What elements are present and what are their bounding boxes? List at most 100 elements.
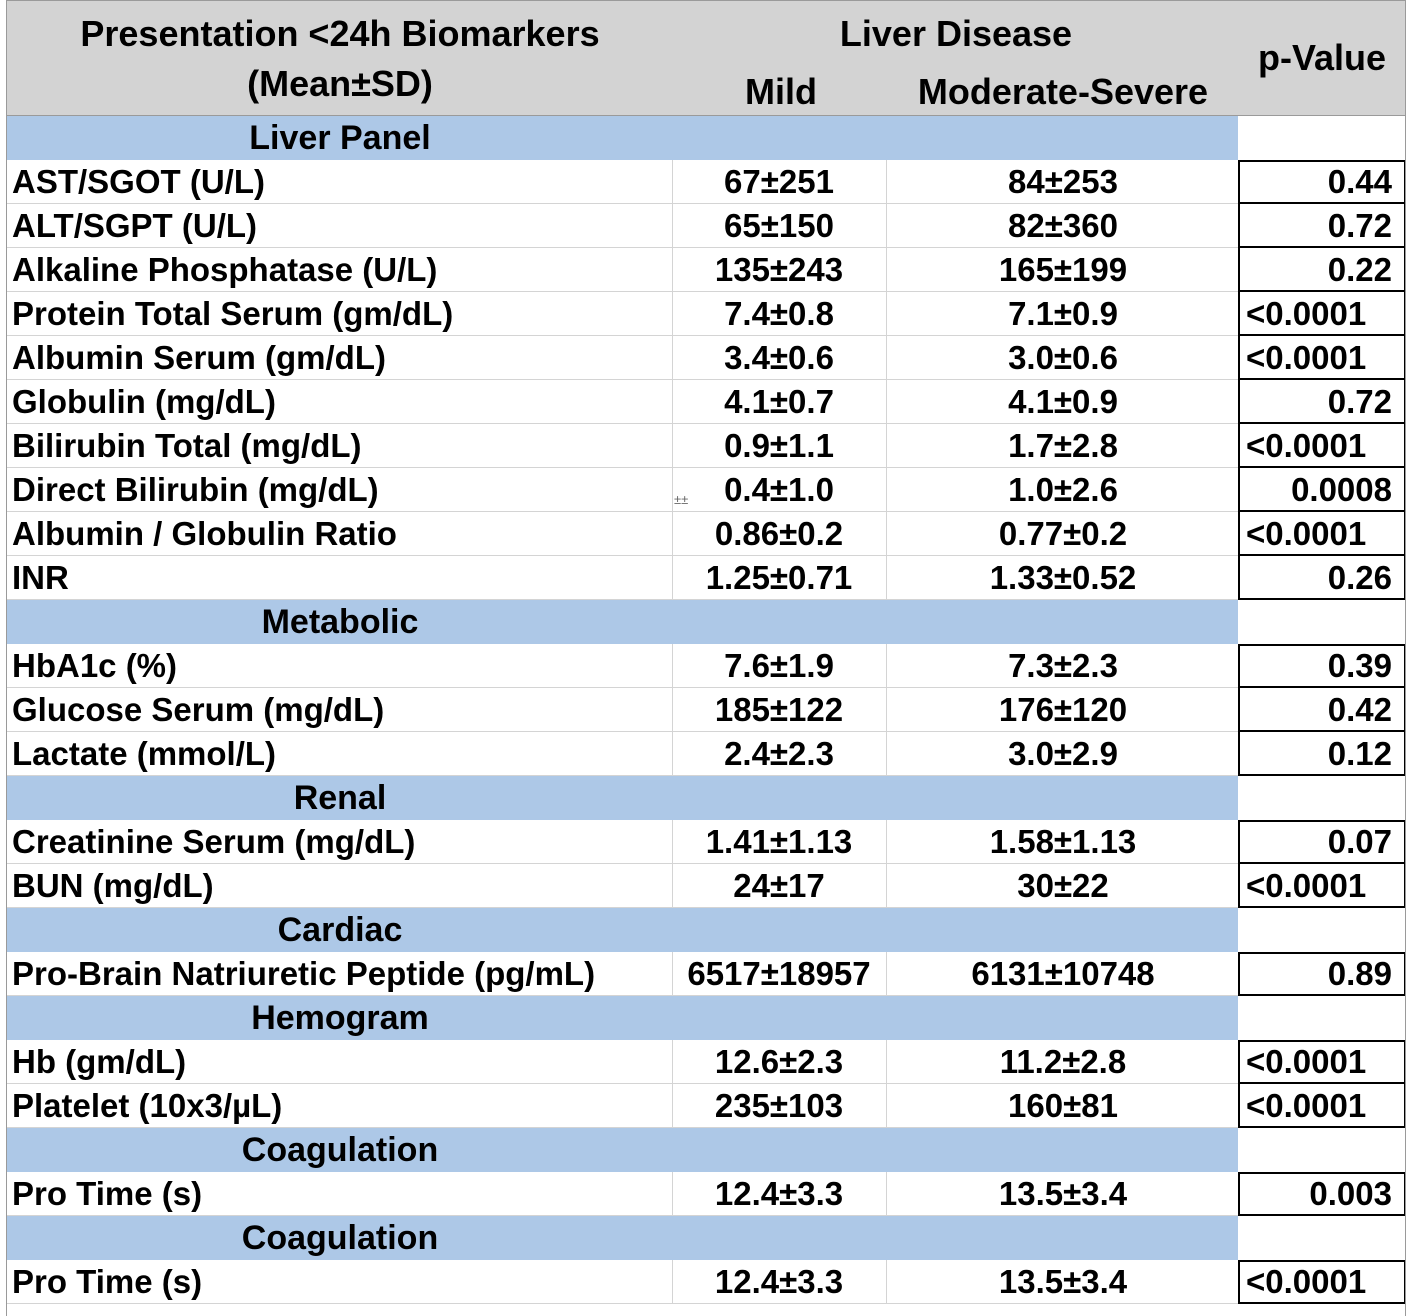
section-label: Cardiac: [277, 911, 403, 949]
p-value: 0.89: [1327, 955, 1392, 992]
row-label: HbA1c (%): [12, 647, 178, 684]
p-value: 0.42: [1327, 691, 1392, 728]
mild-value: 12.6±2.3: [714, 1043, 844, 1080]
p-value: <0.0001: [1246, 515, 1367, 552]
row-gridline: [6, 1127, 1238, 1128]
row-gridline: [6, 995, 1238, 996]
section-label: Metabolic: [261, 603, 419, 641]
column-gridline: [886, 292, 887, 336]
row-label: AST/SGOT (U/L): [12, 163, 265, 200]
row-gridline: [6, 555, 1238, 556]
column-gridline: [886, 1172, 887, 1216]
moderate-severe-value: 30±22: [1017, 867, 1109, 904]
row-gridline: [6, 203, 1238, 204]
row-label: Albumin Serum (gm/dL): [12, 339, 386, 376]
mild-value: 2.4±2.3: [724, 735, 834, 772]
column-gridline: [672, 952, 673, 996]
row-gridline: [6, 291, 1238, 292]
section-label: Coagulation: [241, 1131, 439, 1169]
section-band: [6, 996, 1238, 1040]
moderate-severe-value: 3.0±2.9: [1008, 735, 1118, 772]
p-value: <0.0001: [1246, 427, 1367, 464]
column-gridline: [672, 204, 673, 248]
row-gridline: [6, 599, 1238, 600]
p-value: 0.72: [1327, 383, 1392, 420]
p-value: 0.07: [1327, 823, 1392, 860]
column-gridline: [886, 160, 887, 204]
row-label: Platelet (10x3/µL): [12, 1087, 283, 1124]
column-gridline: [886, 468, 887, 512]
p-value: 0.26: [1327, 559, 1392, 596]
column-gridline: [886, 380, 887, 424]
row-label: Protein Total Serum (gm/dL): [12, 295, 454, 332]
moderate-severe-value: 0.77±0.2: [998, 515, 1128, 552]
column-gridline: [672, 864, 673, 908]
row-label: Bilirubin Total (mg/dL): [12, 427, 362, 464]
section-band: [6, 116, 1238, 160]
left-border: [6, 0, 7, 1316]
column-gridline: [672, 1084, 673, 1128]
p-value: <0.0001: [1246, 295, 1367, 332]
section-band: [6, 908, 1238, 952]
moderate-severe-value: 1.7±2.8: [1008, 427, 1118, 464]
row-gridline: [6, 335, 1238, 336]
header-background: [6, 0, 1406, 116]
column-gridline: [886, 732, 887, 776]
row-label: Globulin (mg/dL): [12, 383, 276, 420]
column-gridline: [886, 1040, 887, 1084]
row-gridline: [6, 423, 1238, 424]
header-subtitle: (Mean±SD): [247, 63, 433, 104]
row-gridline: [6, 1215, 1238, 1216]
header-col-moderate: Moderate-Severe: [917, 71, 1209, 112]
row-gridline: [6, 687, 1238, 688]
row-gridline: [6, 379, 1238, 380]
column-gridline: [672, 644, 673, 688]
column-gridline: [672, 556, 673, 600]
row-label: Creatinine Serum (mg/dL): [12, 823, 416, 860]
section-label: Coagulation: [241, 1219, 439, 1257]
moderate-severe-value: 4.1±0.9: [1008, 383, 1118, 420]
row-label: Alkaline Phosphatase (U/L): [12, 251, 438, 288]
mild-value: 67±251: [724, 163, 834, 200]
column-gridline: [672, 424, 673, 468]
mild-value: 7.6±1.9: [724, 647, 834, 684]
p-value: 0.39: [1327, 647, 1392, 684]
p-value: <0.0001: [1246, 867, 1367, 904]
p-value: 0.22: [1327, 251, 1392, 288]
row-gridline: [6, 863, 1238, 864]
p-value: 0.44: [1327, 163, 1392, 200]
row-label: Lactate (mmol/L): [12, 735, 277, 772]
moderate-severe-value: 1.33±0.52: [989, 559, 1137, 596]
row-gridline: [6, 1303, 1238, 1304]
section-band: [6, 1128, 1238, 1172]
moderate-severe-value: 1.0±2.6: [1008, 471, 1118, 508]
moderate-severe-value: 1.58±1.13: [989, 823, 1137, 860]
column-gridline: [672, 1172, 673, 1216]
column-gridline: [886, 424, 887, 468]
header-group: Liver Disease: [839, 13, 1073, 54]
section-label: Hemogram: [251, 999, 429, 1037]
mild-value: 0.86±0.2: [714, 515, 844, 552]
moderate-severe-value: 84±253: [1008, 163, 1118, 200]
mild-value: 135±243: [714, 251, 844, 288]
row-gridline: [6, 907, 1238, 908]
column-gridline: [672, 336, 673, 380]
column-gridline: [672, 468, 673, 512]
row-label: Hb (gm/dL): [12, 1043, 187, 1080]
row-label: Pro Time (s): [12, 1175, 203, 1212]
column-gridline: [672, 688, 673, 732]
column-gridline: [672, 512, 673, 556]
moderate-severe-value: 3.0±0.6: [1008, 339, 1118, 376]
column-gridline: [672, 732, 673, 776]
row-gridline: [6, 775, 1238, 776]
mild-value: 65±150: [724, 207, 834, 244]
row-label: Direct Bilirubin (mg/dL): [12, 471, 379, 508]
header-col-mild: Mild: [745, 71, 817, 112]
column-gridline: [672, 292, 673, 336]
right-border: [1405, 0, 1406, 1316]
mild-value: 12.4±3.3: [714, 1175, 844, 1212]
mild-value: 0.9±1.1: [724, 427, 834, 464]
column-gridline: [672, 1260, 673, 1304]
row-label: BUN (mg/dL): [12, 867, 214, 904]
